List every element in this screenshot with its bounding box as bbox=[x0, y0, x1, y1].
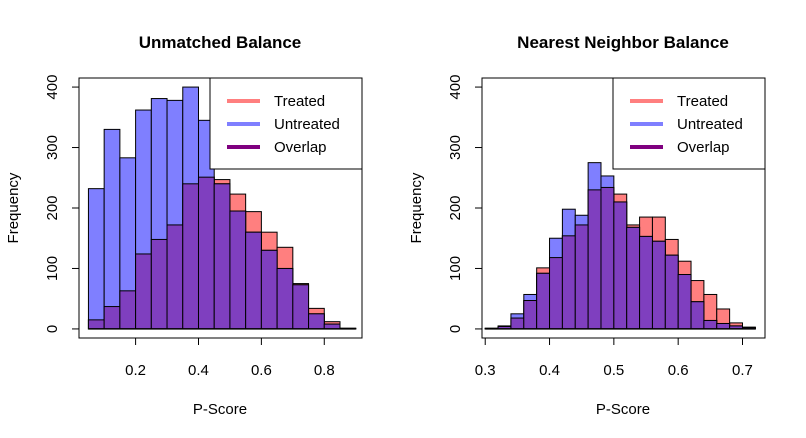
untreated-bar bbox=[103, 128, 121, 330]
overlap-bar bbox=[574, 224, 589, 330]
overlap-bar bbox=[510, 317, 525, 330]
legend-label: Treated bbox=[274, 93, 325, 110]
y-axis-label: Frequency bbox=[408, 172, 425, 243]
overlap-bar bbox=[613, 201, 628, 330]
x-tick-label: 0.6 bbox=[251, 362, 272, 379]
overlap-bar bbox=[182, 183, 199, 330]
overlap-bar bbox=[690, 301, 705, 330]
y-axis: 0 100 200 300 400 bbox=[44, 75, 79, 333]
y-tick-label: 0 bbox=[44, 325, 61, 333]
overlap-bars bbox=[484, 186, 756, 330]
overlap-bar bbox=[561, 235, 576, 330]
legend-label: Untreated bbox=[677, 116, 743, 133]
x-tick-label: 0.4 bbox=[188, 362, 209, 379]
overlap-bar bbox=[600, 186, 615, 330]
overlap-bar bbox=[292, 284, 310, 330]
y-tick-label: 400 bbox=[447, 75, 464, 100]
y-axis-label: Frequency bbox=[5, 172, 22, 243]
overlap-bar bbox=[703, 319, 718, 330]
chart-title: Nearest Neighbor Balance bbox=[517, 33, 729, 52]
y-tick-label: 300 bbox=[44, 135, 61, 160]
x-tick-label: 0.7 bbox=[732, 362, 753, 379]
overlap-bar bbox=[103, 306, 121, 330]
y-tick-label: 200 bbox=[44, 195, 61, 220]
overlap-bar bbox=[87, 319, 105, 330]
overlap-bar bbox=[276, 267, 294, 330]
overlap-bar bbox=[626, 226, 641, 330]
x-tick-label: 0.3 bbox=[475, 362, 496, 379]
x-tick-label: 0.4 bbox=[539, 362, 560, 379]
y-tick-label: 300 bbox=[447, 135, 464, 160]
overlap-bar bbox=[549, 257, 563, 330]
y-tick-label: 400 bbox=[44, 75, 61, 100]
x-axis: 0.3 0.4 0.5 0.6 0.7 bbox=[475, 338, 753, 379]
y-tick-label: 0 bbox=[447, 325, 464, 333]
overlap-bar bbox=[213, 183, 231, 330]
x-tick-label: 0.2 bbox=[125, 362, 146, 379]
overlap-bar bbox=[260, 249, 278, 330]
legend-label: Overlap bbox=[677, 139, 730, 156]
untreated-bar bbox=[87, 188, 105, 330]
overlap-bar bbox=[308, 313, 325, 330]
overlap-bar bbox=[166, 224, 184, 330]
overlap-bars bbox=[87, 176, 357, 330]
y-tick-label: 100 bbox=[447, 256, 464, 281]
overlap-bar bbox=[523, 300, 538, 330]
y-tick-label: 100 bbox=[44, 256, 61, 281]
overlap-bar bbox=[135, 253, 152, 330]
overlap-bar bbox=[119, 290, 137, 330]
legend: Treated Untreated Overlap bbox=[209, 77, 363, 170]
y-tick-label: 200 bbox=[447, 195, 464, 220]
legend-label: Treated bbox=[677, 93, 728, 110]
x-axis-label: P-Score bbox=[596, 401, 650, 418]
overlap-bar bbox=[587, 189, 602, 330]
x-axis-label: P-Score bbox=[193, 401, 247, 418]
overlap-bar bbox=[197, 176, 215, 330]
overlap-bar bbox=[677, 274, 692, 330]
overlap-bar bbox=[229, 210, 247, 330]
overlap-bar bbox=[716, 322, 731, 330]
x-axis: 0.2 0.4 0.6 0.8 bbox=[125, 338, 335, 379]
legend-label: Untreated bbox=[274, 116, 340, 133]
overlap-bar bbox=[639, 235, 653, 330]
x-tick-label: 0.8 bbox=[314, 362, 335, 379]
chart-title: Unmatched Balance bbox=[139, 33, 302, 52]
overlap-bar bbox=[536, 272, 551, 330]
overlap-bar bbox=[245, 231, 262, 330]
overlap-bar bbox=[651, 240, 666, 330]
overlap-bar bbox=[664, 254, 679, 330]
y-axis: 0 100 200 300 400 bbox=[447, 75, 482, 333]
x-tick-label: 0.6 bbox=[668, 362, 689, 379]
legend-label: Overlap bbox=[274, 139, 327, 156]
x-tick-label: 0.5 bbox=[603, 362, 624, 379]
legend: Treated Untreated Overlap bbox=[612, 77, 766, 170]
unmatched-balance-panel: Unmatched Balance 0.2 0.4 0.6 0.8 0 100 200 300 4… bbox=[5, 33, 363, 418]
overlap-bar bbox=[150, 238, 168, 330]
